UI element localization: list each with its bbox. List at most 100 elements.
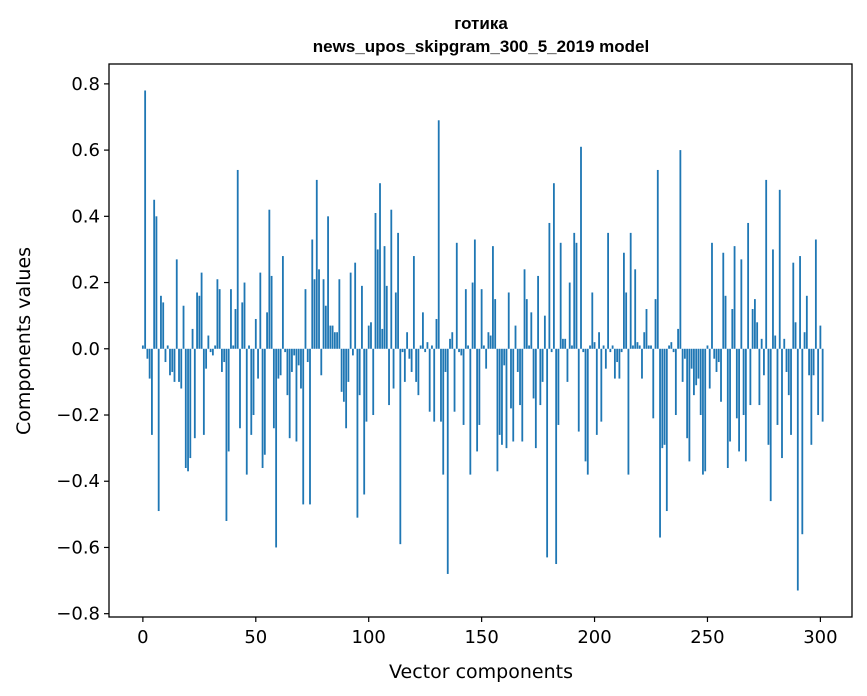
bar-174 — [534, 348, 537, 449]
bar-296 — [810, 348, 813, 445]
bar-71 — [302, 348, 305, 505]
bar-158 — [498, 348, 501, 435]
bar-115 — [401, 348, 404, 353]
bar-198 — [589, 345, 591, 349]
bar-36 — [223, 348, 226, 363]
bar-299 — [817, 348, 820, 416]
bar-241 — [686, 348, 689, 439]
bar-100 — [367, 325, 370, 349]
bar-220 — [638, 345, 641, 349]
bar-226 — [652, 348, 655, 419]
bar-197 — [586, 348, 589, 475]
bar-19 — [184, 348, 187, 468]
chart-title-line1: готика — [454, 14, 508, 33]
bar-229 — [659, 348, 661, 538]
bar-211 — [618, 348, 621, 379]
bar-277 — [767, 348, 770, 445]
bar-98 — [363, 348, 366, 495]
bar-108 — [385, 285, 388, 349]
bar-275 — [763, 348, 765, 376]
bar-67 — [293, 348, 296, 356]
bar-202 — [598, 332, 600, 349]
bar-39 — [230, 289, 232, 349]
bar-159 — [501, 348, 503, 445]
bar-233 — [668, 345, 670, 349]
bar-121 — [415, 348, 418, 382]
bar-119 — [410, 348, 413, 372]
bar-164 — [512, 348, 515, 442]
bar-151 — [482, 345, 485, 349]
bar-195 — [582, 348, 585, 353]
bar-76 — [313, 279, 316, 349]
bar-172 — [530, 312, 533, 349]
bar-83 — [329, 325, 332, 349]
bar-77 — [315, 179, 318, 349]
bar-25 — [198, 295, 201, 349]
bar-288 — [792, 262, 795, 349]
bar-161 — [505, 348, 508, 449]
bar-17 — [180, 348, 183, 389]
bar-284 — [783, 338, 786, 349]
bar-278 — [769, 348, 772, 502]
x-tick-label: 100 — [352, 627, 386, 648]
bar-132 — [440, 348, 442, 422]
bar-62 — [281, 256, 284, 349]
bar-40 — [232, 345, 235, 349]
x-tick-label: 300 — [803, 627, 837, 648]
bar-142 — [462, 348, 465, 425]
bar-267 — [744, 348, 747, 462]
bar-186 — [562, 338, 564, 349]
bar-266 — [742, 348, 745, 416]
bar-148 — [476, 348, 479, 452]
bar-163 — [510, 348, 512, 409]
bar-221 — [641, 348, 643, 379]
bar-291 — [799, 256, 801, 349]
bar-136 — [449, 338, 451, 349]
bar-90 — [345, 348, 348, 429]
bar-137 — [451, 332, 454, 349]
bar-160 — [503, 348, 506, 366]
chart-title-line2: news_upos_skipgram_300_5_2019 model — [313, 37, 649, 56]
bar-228 — [656, 169, 659, 349]
bar-269 — [749, 348, 752, 406]
bar-22 — [191, 328, 194, 349]
bar-206 — [607, 232, 609, 349]
bar-236 — [674, 348, 677, 416]
bar-133 — [442, 348, 445, 475]
bar-124 — [422, 312, 424, 349]
bar-85 — [333, 332, 336, 349]
bar-248 — [702, 348, 704, 475]
bar-38 — [227, 348, 230, 452]
bar-144 — [467, 345, 469, 349]
bar-175 — [537, 275, 539, 349]
bar-87 — [338, 279, 341, 349]
bar-273 — [758, 348, 761, 406]
bar-234 — [670, 342, 673, 349]
bar-44 — [241, 302, 244, 349]
bar-138 — [453, 348, 456, 412]
bar-30 — [209, 348, 212, 353]
bar-92 — [349, 272, 352, 349]
bar-0 — [141, 345, 144, 349]
bar-222 — [643, 332, 646, 349]
bar-117 — [406, 332, 409, 349]
bar-240 — [683, 348, 686, 359]
bar-8 — [160, 295, 162, 349]
bar-200 — [593, 342, 596, 349]
bar-55 — [266, 312, 268, 349]
bar-212 — [620, 348, 623, 353]
bar-156 — [494, 299, 497, 349]
bar-57 — [270, 275, 273, 349]
y-axis-ticks: −0.8 −0.6 −0.4 −0.2 0.0 0.2 0.4 0.6 0.8 — [56, 74, 109, 625]
bar-193 — [577, 348, 580, 432]
bar-12 — [169, 348, 171, 376]
bar-218 — [634, 269, 637, 349]
y-axis-label: Components values — [13, 247, 35, 435]
bar-213 — [623, 252, 625, 349]
bar-192 — [575, 242, 578, 349]
bar-244 — [693, 348, 695, 396]
bar-184 — [557, 348, 560, 425]
bar-79 — [320, 348, 323, 376]
bar-7 — [157, 348, 160, 512]
bar-123 — [419, 345, 422, 349]
